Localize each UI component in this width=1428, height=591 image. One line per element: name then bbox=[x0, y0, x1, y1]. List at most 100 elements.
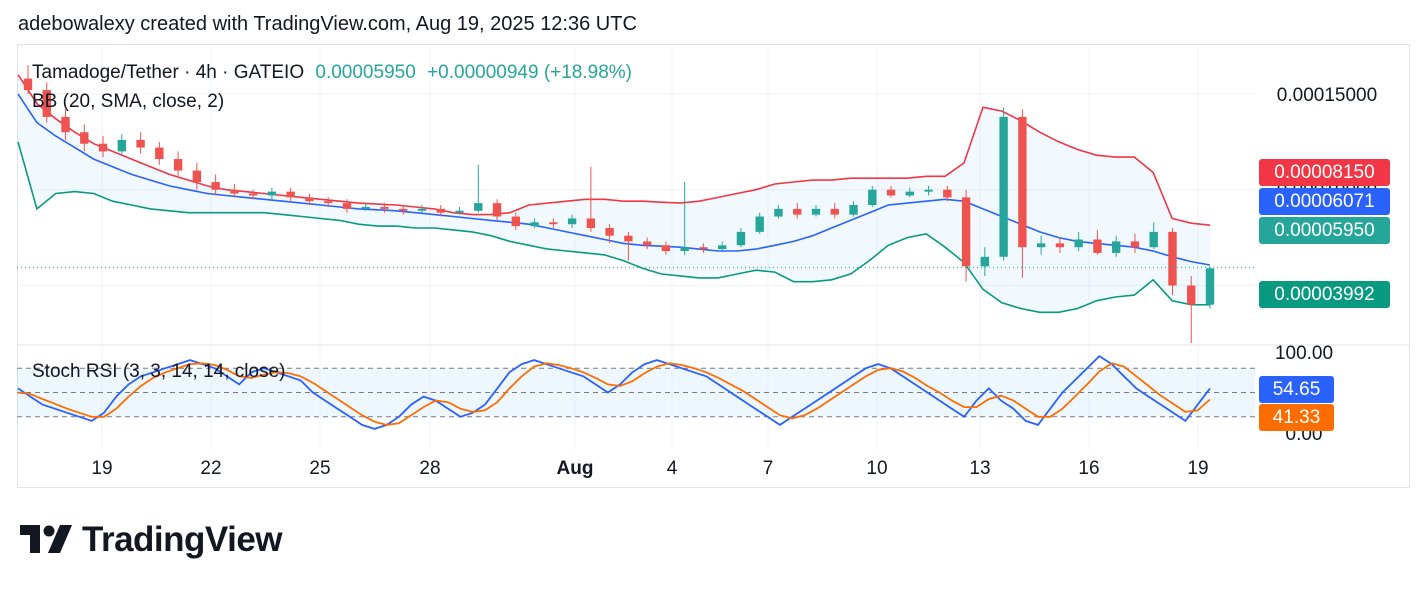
candle-body bbox=[417, 208, 427, 211]
candle-body bbox=[61, 116, 70, 133]
stoch-legend: Stoch RSI (3, 3, 14, 14, close) bbox=[32, 361, 286, 382]
stoch-d-line bbox=[17, 362, 1211, 426]
candle-body bbox=[699, 247, 708, 250]
candle-body bbox=[1205, 268, 1215, 305]
x-tick-label: 16 bbox=[1078, 458, 1099, 479]
candle-body bbox=[436, 208, 445, 213]
last-price: 0.00005950 bbox=[315, 62, 416, 83]
attribution: adebowalexy created with TradingView.com… bbox=[18, 13, 637, 35]
candle-body bbox=[474, 203, 483, 211]
candle-body bbox=[230, 189, 239, 194]
candle-body bbox=[342, 203, 352, 209]
osc-tick-label: 100.00 bbox=[1275, 343, 1333, 364]
candle-body bbox=[605, 228, 614, 236]
x-tick-label: 13 bbox=[969, 458, 990, 479]
candle-body bbox=[173, 159, 183, 171]
price-change: +0.00000949 (+18.98%) bbox=[427, 62, 633, 83]
candle-body bbox=[774, 208, 783, 217]
candle-body bbox=[905, 191, 915, 196]
candle-body bbox=[1074, 239, 1083, 248]
candle-body bbox=[492, 203, 502, 217]
candle-body bbox=[211, 182, 220, 190]
candle-body bbox=[868, 189, 877, 206]
candle-body bbox=[286, 191, 295, 198]
bb-lower-line bbox=[17, 141, 1211, 314]
x-tick-label: 7 bbox=[763, 458, 774, 479]
candle-body bbox=[924, 189, 933, 192]
candle-body bbox=[1149, 231, 1158, 248]
symbol-name: Tamadoge/Tether · 4h · GATEIO bbox=[32, 62, 305, 83]
candle-body bbox=[530, 222, 539, 227]
stoch-k-line bbox=[17, 354, 1211, 430]
candle-body bbox=[642, 241, 652, 246]
price-axis-label: 0.00003992 bbox=[1259, 281, 1390, 308]
candle-body bbox=[42, 90, 51, 117]
candle-body bbox=[1130, 241, 1140, 248]
tv-logo-icon bbox=[20, 525, 72, 553]
candle-body bbox=[305, 197, 314, 202]
x-tick-label: 22 bbox=[200, 458, 221, 479]
candle-body bbox=[980, 256, 990, 267]
candle-body bbox=[361, 206, 370, 209]
candle-body bbox=[323, 201, 333, 204]
logo-text: TradingView bbox=[82, 520, 283, 559]
candle-body bbox=[549, 222, 558, 225]
candle-body bbox=[886, 189, 896, 196]
candle-body bbox=[380, 206, 389, 209]
candle-body bbox=[267, 191, 277, 196]
candle-body bbox=[624, 235, 633, 242]
candle-body bbox=[830, 208, 839, 215]
bb-middle-line bbox=[17, 93, 1211, 266]
candle-body bbox=[755, 216, 764, 232]
chart-frame bbox=[17, 44, 1410, 488]
candle-body bbox=[1168, 231, 1177, 286]
candle-body bbox=[192, 170, 202, 183]
x-tick-label: 19 bbox=[1187, 458, 1208, 479]
candle-body bbox=[1018, 116, 1027, 248]
candle-body bbox=[23, 78, 33, 91]
candle-body bbox=[1111, 241, 1121, 253]
candle-body bbox=[661, 245, 671, 252]
candle-body bbox=[511, 216, 521, 227]
tradingview-logo: TradingView bbox=[20, 520, 283, 560]
stoch-band-fill bbox=[17, 368, 1255, 417]
candle-body bbox=[98, 143, 108, 152]
candle-body bbox=[999, 116, 1008, 257]
stoch-rsi bbox=[17, 354, 1255, 430]
candle-body bbox=[155, 147, 164, 160]
x-tick-label: 19 bbox=[91, 458, 112, 479]
candle-body bbox=[736, 231, 746, 246]
candle-body bbox=[586, 218, 596, 229]
candle-body bbox=[680, 247, 689, 252]
price-axis-label: 0.00008150 bbox=[1259, 159, 1390, 186]
x-tick-label: 25 bbox=[309, 458, 330, 479]
y-tick-label: 0.00015000 bbox=[1277, 85, 1377, 106]
x-tick-label: 28 bbox=[419, 458, 440, 479]
candle-body bbox=[136, 139, 145, 148]
candle-body bbox=[117, 139, 127, 152]
candle-body bbox=[1187, 285, 1196, 305]
price-axis-label: 0.00005950 bbox=[1259, 217, 1390, 244]
candle-body bbox=[248, 193, 258, 196]
bollinger-bands bbox=[17, 74, 1211, 314]
candle-body bbox=[1093, 239, 1102, 253]
symbol-legend: Tamadoge/Tether · 4h · GATEIO 0.00005950… bbox=[32, 62, 632, 84]
candle-body bbox=[455, 210, 464, 213]
candles bbox=[17, 65, 1255, 343]
candle-body bbox=[811, 208, 821, 215]
candle-body bbox=[717, 245, 727, 250]
candle-body bbox=[1036, 243, 1046, 248]
x-tick-label: 4 bbox=[667, 458, 678, 479]
candle-body bbox=[793, 208, 802, 215]
candle-body bbox=[1055, 243, 1065, 248]
candle-body bbox=[399, 208, 408, 211]
candle-body bbox=[849, 205, 858, 215]
osc-axis-label: 54.65 bbox=[1259, 376, 1334, 403]
osc-axis-label: 41.33 bbox=[1259, 404, 1334, 431]
x-tick-label: Aug bbox=[557, 458, 594, 479]
candle-body bbox=[80, 132, 89, 144]
candle-body bbox=[961, 197, 971, 267]
x-tick-label: 10 bbox=[866, 458, 887, 479]
candle-body bbox=[567, 218, 577, 225]
